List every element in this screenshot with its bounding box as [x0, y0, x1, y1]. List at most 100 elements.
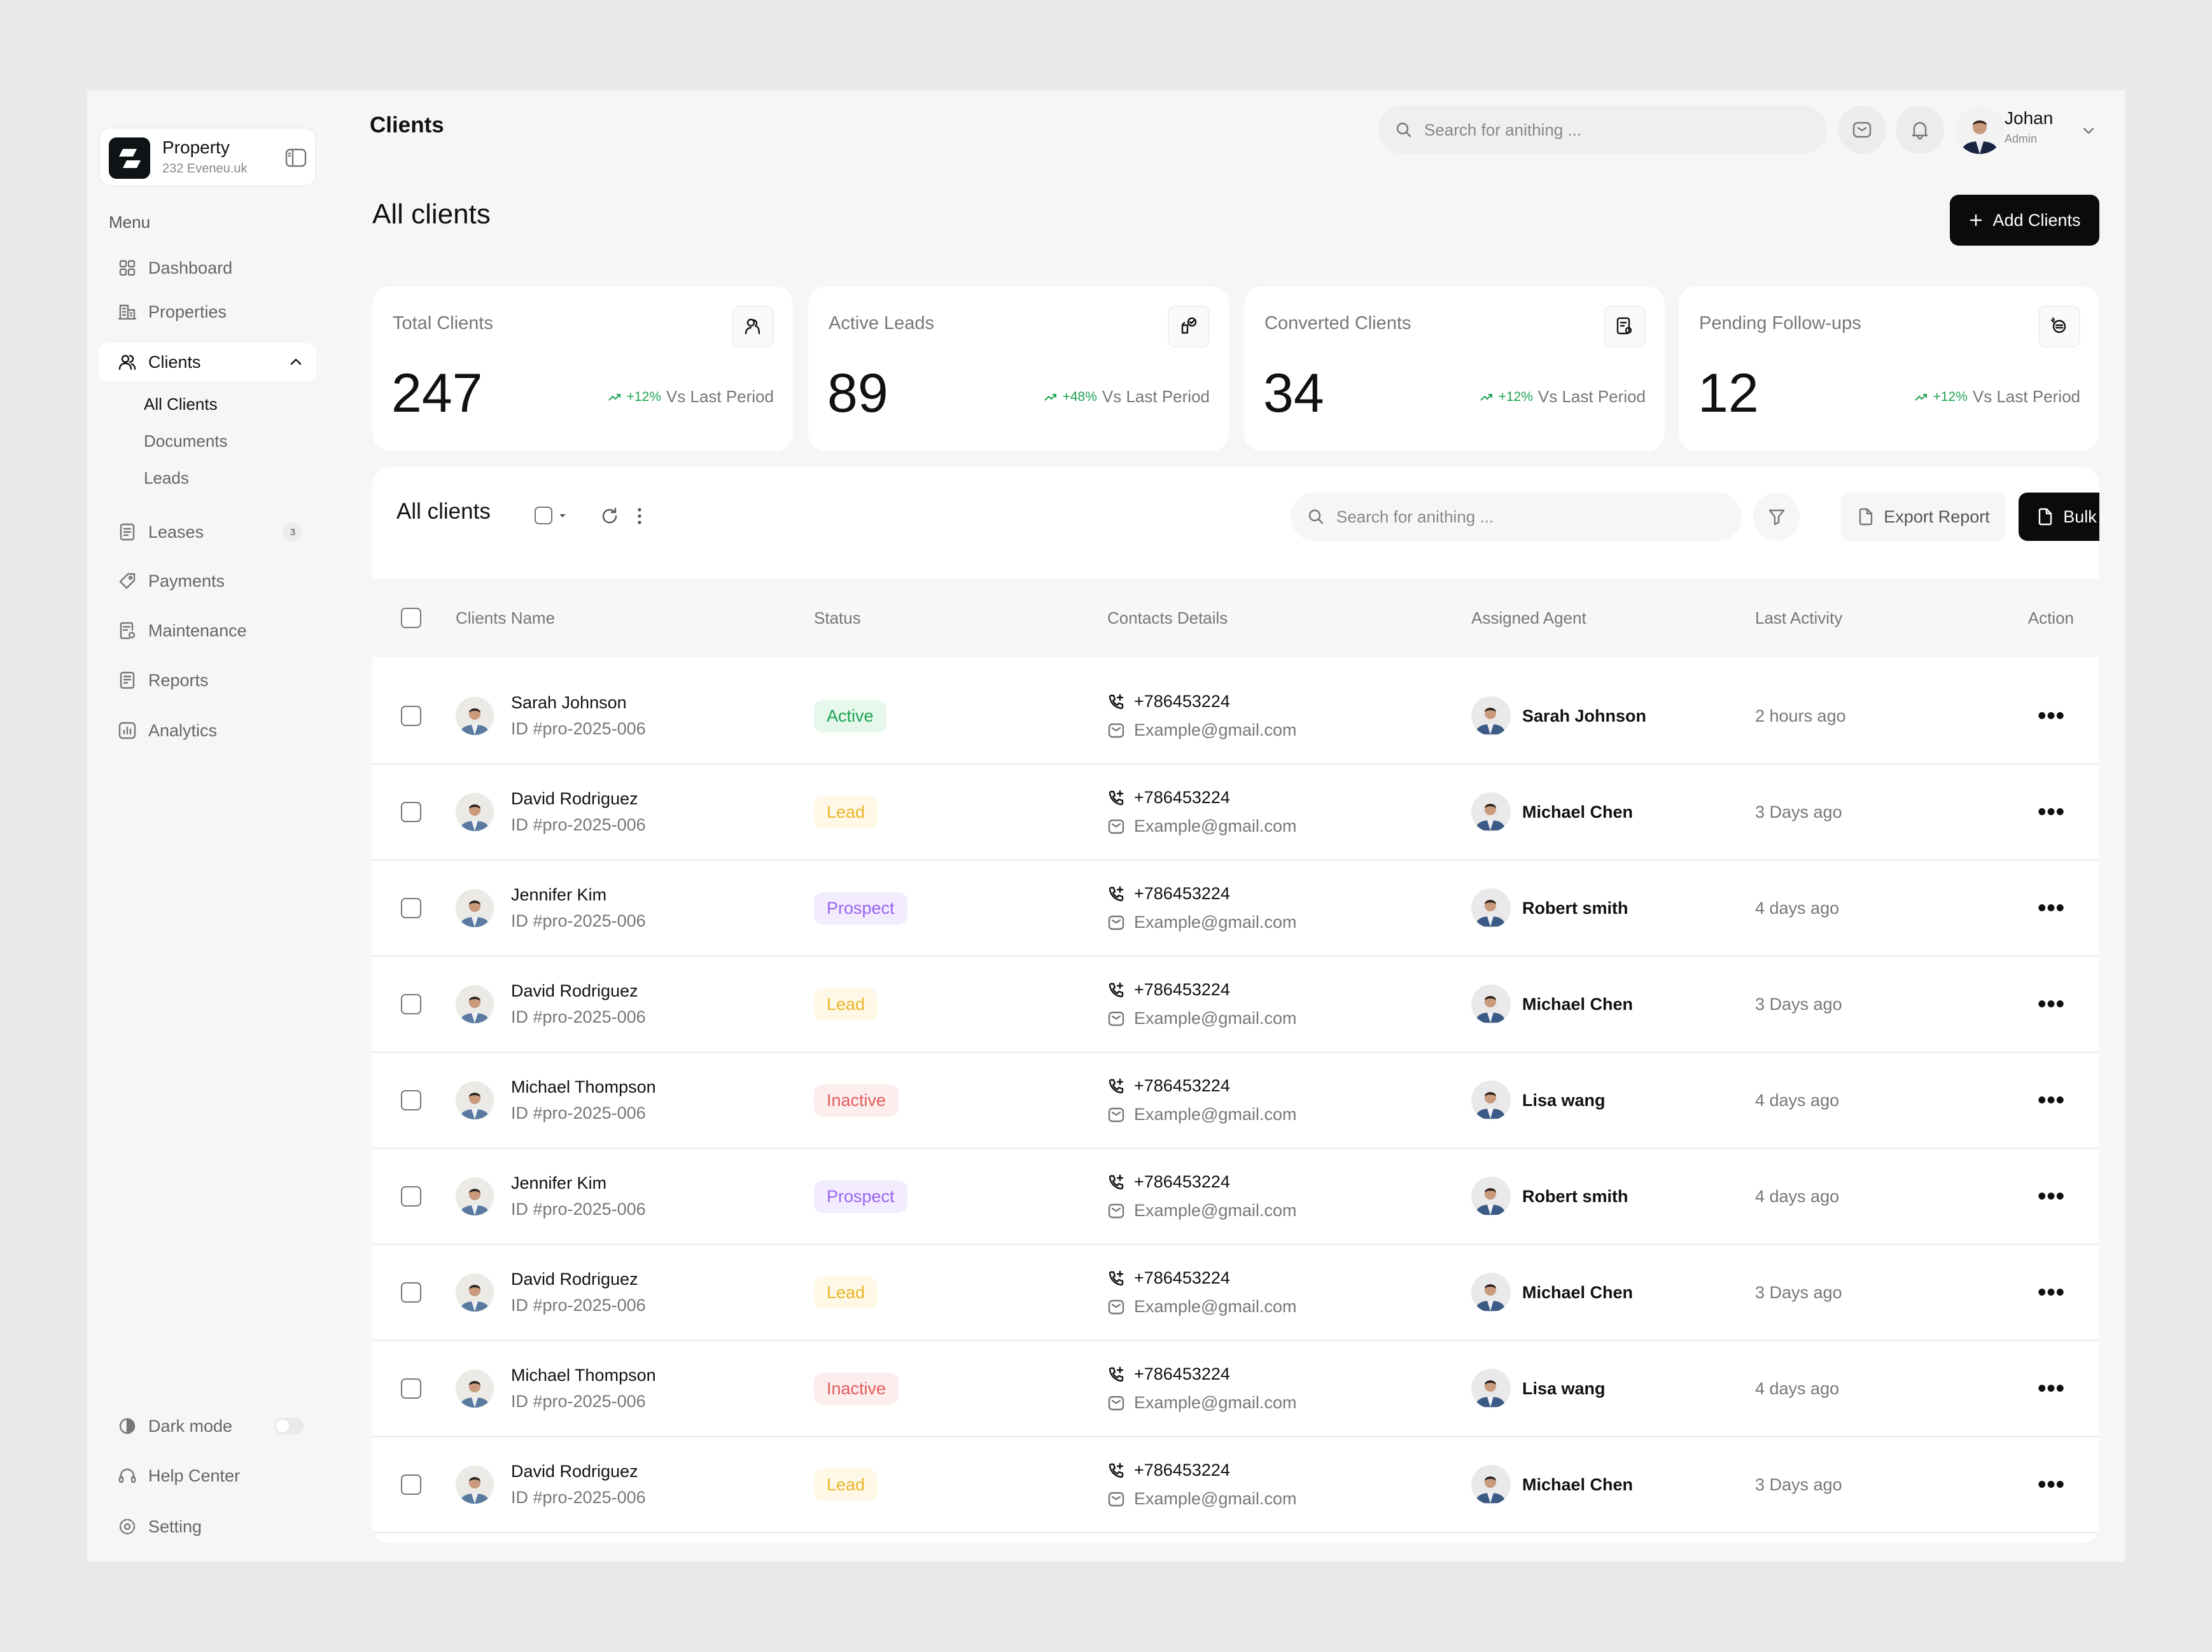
select-dropdown[interactable] [535, 507, 568, 524]
client-email[interactable]: Example@gmail.com [1134, 1489, 1297, 1508]
row-checkbox[interactable] [401, 706, 421, 726]
client-email[interactable]: Example@gmail.com [1134, 1297, 1297, 1316]
column-header-agent[interactable]: Assigned Agent [1471, 608, 1586, 627]
sidebar-subitem-leads[interactable]: Leads [144, 468, 189, 487]
messages-button[interactable] [1838, 106, 1886, 154]
chevron-down-icon[interactable] [2080, 122, 2097, 139]
client-avatar [456, 1081, 494, 1119]
client-email[interactable]: Example@gmail.com [1134, 913, 1297, 932]
phone-icon [1109, 790, 1124, 805]
sidebar-subitem-all-clients[interactable]: All Clients [144, 395, 218, 414]
notifications-button[interactable] [1896, 106, 1944, 154]
sidebar-item-clients[interactable]: Clients [99, 343, 316, 381]
filter-button[interactable] [1753, 493, 1800, 541]
workspace-switcher[interactable]: Property 232 Eveneu.uk [99, 127, 316, 186]
table-row[interactable]: David Rodriguez ID #pro-2025-006 Lead +78… [372, 765, 2099, 861]
client-email[interactable]: Example@gmail.com [1134, 1393, 1297, 1412]
stat-icon-button[interactable] [1168, 305, 1210, 347]
sidebar-item-payments[interactable]: Payments [99, 562, 316, 600]
dark-mode-switch[interactable] [274, 1418, 304, 1434]
user-avatar[interactable] [1956, 106, 2004, 154]
table-row[interactable]: David Rodriguez ID #pro-2025-006 Lead +78… [372, 1438, 2099, 1534]
row-actions-menu-icon[interactable]: ••• [2038, 1471, 2065, 1498]
table-row[interactable]: Jennifer Kim ID #pro-2025-006 Prospect +7… [372, 861, 2099, 957]
column-header-last-activity[interactable]: Last Activity [1755, 608, 1843, 627]
bulk-email-button[interactable]: Bulk Email [2019, 493, 2099, 541]
sidebar-item-help-center[interactable]: Help Center [99, 1457, 316, 1495]
client-phone[interactable]: +786453224 [1134, 1460, 1230, 1480]
stat-icon-button[interactable] [732, 305, 774, 347]
column-header-client-name[interactable]: Clients Name [456, 608, 556, 627]
sidebar-item-properties[interactable]: Properties [99, 293, 316, 331]
row-actions-menu-icon[interactable]: ••• [2038, 703, 2065, 729]
client-name[interactable]: Michael Thompson [511, 1366, 656, 1385]
row-actions-menu-icon[interactable]: ••• [2038, 1087, 2065, 1114]
stat-icon-button[interactable] [2038, 305, 2080, 347]
client-name[interactable]: Sarah Johnson [511, 693, 627, 712]
dark-mode-toggle-row[interactable]: Dark mode [99, 1407, 316, 1445]
row-actions-menu-icon[interactable]: ••• [2038, 1183, 2065, 1210]
client-phone[interactable]: +786453224 [1134, 1364, 1230, 1383]
header-title: Clients [370, 113, 444, 137]
sidebar-subitem-documents[interactable]: Documents [144, 431, 228, 451]
row-checkbox[interactable] [401, 1282, 421, 1303]
stat-icon-button[interactable] [1604, 305, 1646, 347]
table-row[interactable]: Michael Thompson ID #pro-2025-006 Inactiv… [372, 1341, 2099, 1438]
row-checkbox[interactable] [401, 994, 421, 1014]
more-vertical-icon[interactable] [636, 505, 643, 527]
chevron-up-icon[interactable] [288, 354, 304, 370]
row-actions-menu-icon[interactable]: ••• [2038, 991, 2065, 1018]
row-actions-menu-icon[interactable]: ••• [2038, 895, 2065, 921]
client-email[interactable]: Example@gmail.com [1134, 1009, 1297, 1028]
export-report-button[interactable]: Export Report [1841, 493, 2006, 541]
row-checkbox[interactable] [401, 1090, 421, 1110]
sidebar-toggle-icon[interactable] [284, 146, 307, 169]
client-name[interactable]: Michael Thompson [511, 1077, 656, 1096]
row-actions-menu-icon[interactable]: ••• [2038, 799, 2065, 825]
client-phone[interactable]: +786453224 [1134, 1268, 1230, 1287]
client-name[interactable]: David Rodriguez [511, 789, 638, 808]
table-search-input[interactable]: Search for anithing ... [1291, 493, 1742, 541]
table-row[interactable]: Jennifer Kim ID #pro-2025-006 Prospect +7… [372, 1149, 2099, 1245]
select-all-checkbox[interactable] [401, 608, 421, 628]
client-phone[interactable]: +786453224 [1134, 692, 1230, 711]
row-checkbox[interactable] [401, 802, 421, 822]
client-phone[interactable]: +786453224 [1134, 1076, 1230, 1095]
table-row[interactable]: David Rodriguez ID #pro-2025-006 Lead +78… [372, 1245, 2099, 1341]
sidebar-item-analytics[interactable]: Analytics [99, 711, 316, 750]
client-phone[interactable]: +786453224 [1134, 1172, 1230, 1191]
sidebar-item-leases[interactable]: Leases 3 [99, 513, 316, 551]
add-clients-button[interactable]: Add Clients [1950, 195, 2099, 246]
client-name[interactable]: Jennifer Kim [511, 1173, 607, 1193]
client-phone[interactable]: +786453224 [1134, 788, 1230, 807]
row-checkbox[interactable] [401, 1378, 421, 1399]
client-phone[interactable]: +786453224 [1134, 980, 1230, 999]
row-checkbox[interactable] [401, 1474, 421, 1495]
refresh-icon[interactable] [599, 505, 620, 527]
column-header-status[interactable]: Status [814, 608, 861, 627]
agent-name: Robert smith [1522, 1186, 1628, 1206]
global-search-input[interactable]: Search for anithing ... [1378, 106, 1827, 154]
client-name[interactable]: David Rodriguez [511, 1462, 638, 1481]
row-checkbox[interactable] [401, 1186, 421, 1207]
sidebar-item-dashboard[interactable]: Dashboard [99, 249, 316, 287]
client-email[interactable]: Example@gmail.com [1134, 720, 1297, 739]
client-phone[interactable]: +786453224 [1134, 884, 1230, 903]
sidebar-item-reports[interactable]: Reports [99, 661, 316, 699]
client-name[interactable]: David Rodriguez [511, 981, 638, 1000]
column-header-contacts[interactable]: Contacts Details [1107, 608, 1228, 627]
row-actions-menu-icon[interactable]: ••• [2038, 1279, 2065, 1306]
table-row[interactable]: David Rodriguez ID #pro-2025-006 Lead +78… [372, 957, 2099, 1053]
sidebar-item-setting[interactable]: Setting [99, 1508, 316, 1546]
select-all-dropdown-checkbox[interactable] [535, 507, 552, 524]
sidebar-item-maintenance[interactable]: Maintenance [99, 612, 316, 650]
client-email[interactable]: Example@gmail.com [1134, 1105, 1297, 1124]
client-email[interactable]: Example@gmail.com [1134, 816, 1297, 836]
table-row[interactable]: Michael Thompson ID #pro-2025-006 Inactiv… [372, 1053, 2099, 1149]
row-checkbox[interactable] [401, 898, 421, 918]
client-email[interactable]: Example@gmail.com [1134, 1201, 1297, 1220]
client-name[interactable]: David Rodriguez [511, 1270, 638, 1289]
table-row[interactable]: Sarah Johnson ID #pro-2025-006 Active +78… [372, 669, 2099, 765]
client-name[interactable]: Jennifer Kim [511, 885, 607, 904]
row-actions-menu-icon[interactable]: ••• [2038, 1375, 2065, 1402]
